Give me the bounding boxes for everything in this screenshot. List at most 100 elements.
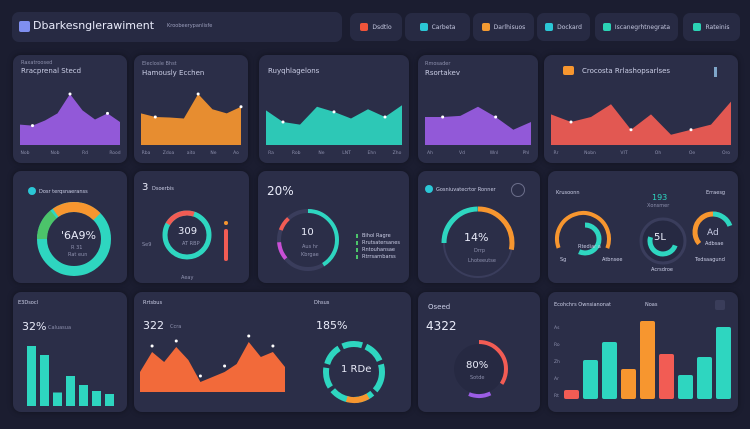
gauge-card: 3 Dsoerbis 309 AT RBP Se9 Aeay [134, 171, 249, 283]
card-title: Hamously Ecchen [142, 69, 205, 77]
card-prefix: 3 [142, 182, 149, 193]
y-tick-label: Ro [554, 342, 560, 348]
gauge-1-foot: Sg [560, 257, 567, 263]
logo-icon [425, 185, 433, 193]
section-title: Dhsus [314, 300, 330, 306]
column-bar [640, 321, 655, 399]
card-sub: Ccra [170, 324, 182, 330]
gauge-sub2: Lhoteeutse [468, 258, 496, 264]
nav-button-0[interactable]: Dsdtlo [350, 13, 402, 41]
area-fill [551, 101, 731, 145]
nav-button-4[interactable]: Iscanegrhtnegrata [595, 13, 678, 41]
bar [92, 391, 101, 406]
legend-marker [356, 241, 358, 245]
nav-label: Darlhisuos [493, 23, 526, 31]
stat-value: 193 [652, 193, 668, 202]
x-tick-label: Oh [655, 150, 662, 156]
nav-label: Iscanegrhtnegrata [614, 23, 671, 31]
gauge-1-foot2: Atbnsee [602, 257, 623, 263]
area-line-chart [140, 334, 285, 392]
gauge-sub: Sotde [470, 375, 485, 381]
segment-ring [323, 341, 385, 403]
x-tick-label: Nob [21, 150, 30, 156]
data-point [247, 334, 251, 338]
card-value: 4322 [426, 319, 457, 333]
x-tick-label: Zho [393, 150, 402, 156]
column-bar [659, 354, 674, 399]
card-title: Krusoonn [556, 190, 580, 196]
gauge-value: 14% [464, 231, 489, 244]
x-tick-label: Nobn [584, 150, 596, 156]
donut-sub: R 31 [71, 245, 83, 251]
x-tick-label: Nob [51, 150, 60, 156]
card-value: 322 [143, 319, 164, 332]
ring-gauge [162, 210, 212, 260]
nav-button-2[interactable]: Darlhisuos [473, 13, 534, 41]
side-label: Se9 [142, 242, 152, 248]
data-point [174, 339, 178, 343]
y-tick-label: As [554, 325, 560, 331]
menu-button[interactable] [715, 300, 725, 310]
donut-value: '6A9% [61, 229, 96, 242]
card-value: 32% [22, 320, 47, 333]
x-tick-label: Ao [233, 150, 239, 156]
data-point [629, 128, 633, 132]
card-title: Crocosta Rrlashopsarlses [582, 67, 671, 75]
x-tick-label: Rood [109, 150, 120, 156]
column-bar [602, 342, 617, 399]
legend-marker [356, 248, 358, 252]
column-bar [583, 360, 598, 399]
data-point [196, 92, 200, 96]
data-point [153, 115, 157, 119]
section-value: 185% [316, 319, 348, 332]
data-point [332, 110, 336, 114]
gauge-2-value: 5L [654, 232, 666, 243]
x-tick-label: Ehn [368, 150, 377, 156]
y-tick-label: Ar [554, 376, 559, 382]
column-bar [716, 327, 731, 399]
bar [27, 346, 36, 406]
x-tick-label: Oe [689, 150, 696, 156]
nav-icon [360, 23, 369, 31]
card-title: Dosr terqsnaeranss [39, 189, 88, 195]
ring-center: 1 RDe [341, 364, 372, 375]
y-tick-label: Zh [554, 359, 560, 365]
card-title: Rrtsbus [143, 300, 163, 306]
x-tick-label: Vd [459, 150, 465, 156]
donut-card: Dosr terqsnaeranss '6A9% R 31 Rat eun [13, 171, 127, 283]
bar-card: E3Dsocl 32% Caluasua [13, 292, 127, 412]
area-fill [425, 106, 531, 145]
card-label: Raxatroosed [21, 60, 53, 66]
settings-button[interactable] [511, 183, 525, 197]
bar [66, 376, 75, 406]
nav-button-1[interactable]: Carbeta [405, 13, 470, 41]
gauge-2 [639, 217, 687, 265]
data-point [198, 374, 202, 378]
progress-ring-card: 20% 10 Aus hr Kbrgae Bihol Ragre Rrutsate… [258, 171, 409, 283]
x-tick-label: Wnl [490, 150, 499, 156]
area-fill [20, 94, 120, 145]
radial-gauge [450, 340, 508, 398]
y-tick-label: Rt [554, 393, 559, 399]
area-fill [141, 94, 241, 145]
nav-button-5[interactable]: Rateinis [683, 13, 740, 41]
donut-chart [37, 202, 111, 276]
data-point [569, 120, 573, 124]
info-icon[interactable] [714, 67, 717, 77]
card-label: Eleclosle Bhst [142, 61, 177, 67]
data-point [441, 115, 445, 119]
nav-icon [545, 23, 554, 31]
donut-green-segment [37, 202, 111, 276]
gauge-value: 80% [466, 360, 489, 371]
column-bar [678, 375, 693, 399]
area-fill [140, 342, 285, 392]
card-title: Rsortakev [425, 69, 460, 77]
card-value: 20% [267, 184, 294, 198]
gauge-1 [555, 211, 611, 267]
nav-button-3[interactable]: Dockard [537, 13, 590, 41]
column-bar [697, 357, 712, 399]
arc-gauge [441, 206, 515, 280]
nav-icon [419, 23, 428, 31]
donut-sub2: Rat eun [68, 252, 88, 258]
column-card: Ecohchrs Ownsianonat Noas Rt Ar Zh Ro As [548, 292, 738, 412]
